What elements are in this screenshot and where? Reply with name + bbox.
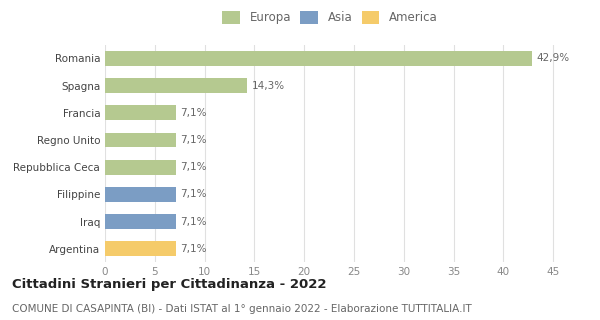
Bar [105, 105, 176, 120]
Text: 7,1%: 7,1% [179, 189, 206, 199]
Text: COMUNE DI CASAPINTA (BI) - Dati ISTAT al 1° gennaio 2022 - Elaborazione TUTTITAL: COMUNE DI CASAPINTA (BI) - Dati ISTAT al… [12, 304, 472, 314]
Bar [105, 160, 176, 175]
Text: 7,1%: 7,1% [179, 217, 206, 227]
Text: 7,1%: 7,1% [179, 244, 206, 254]
Bar [105, 51, 532, 66]
Text: 7,1%: 7,1% [179, 108, 206, 118]
Text: 7,1%: 7,1% [179, 135, 206, 145]
Legend: Europa, Asia, America: Europa, Asia, America [220, 9, 440, 27]
Text: 14,3%: 14,3% [251, 81, 284, 91]
Bar [105, 132, 176, 148]
Bar [105, 241, 176, 256]
Text: 42,9%: 42,9% [536, 53, 569, 63]
Bar [105, 214, 176, 229]
Bar [105, 187, 176, 202]
Text: 7,1%: 7,1% [179, 162, 206, 172]
Text: Cittadini Stranieri per Cittadinanza - 2022: Cittadini Stranieri per Cittadinanza - 2… [12, 278, 326, 292]
Bar [105, 78, 247, 93]
